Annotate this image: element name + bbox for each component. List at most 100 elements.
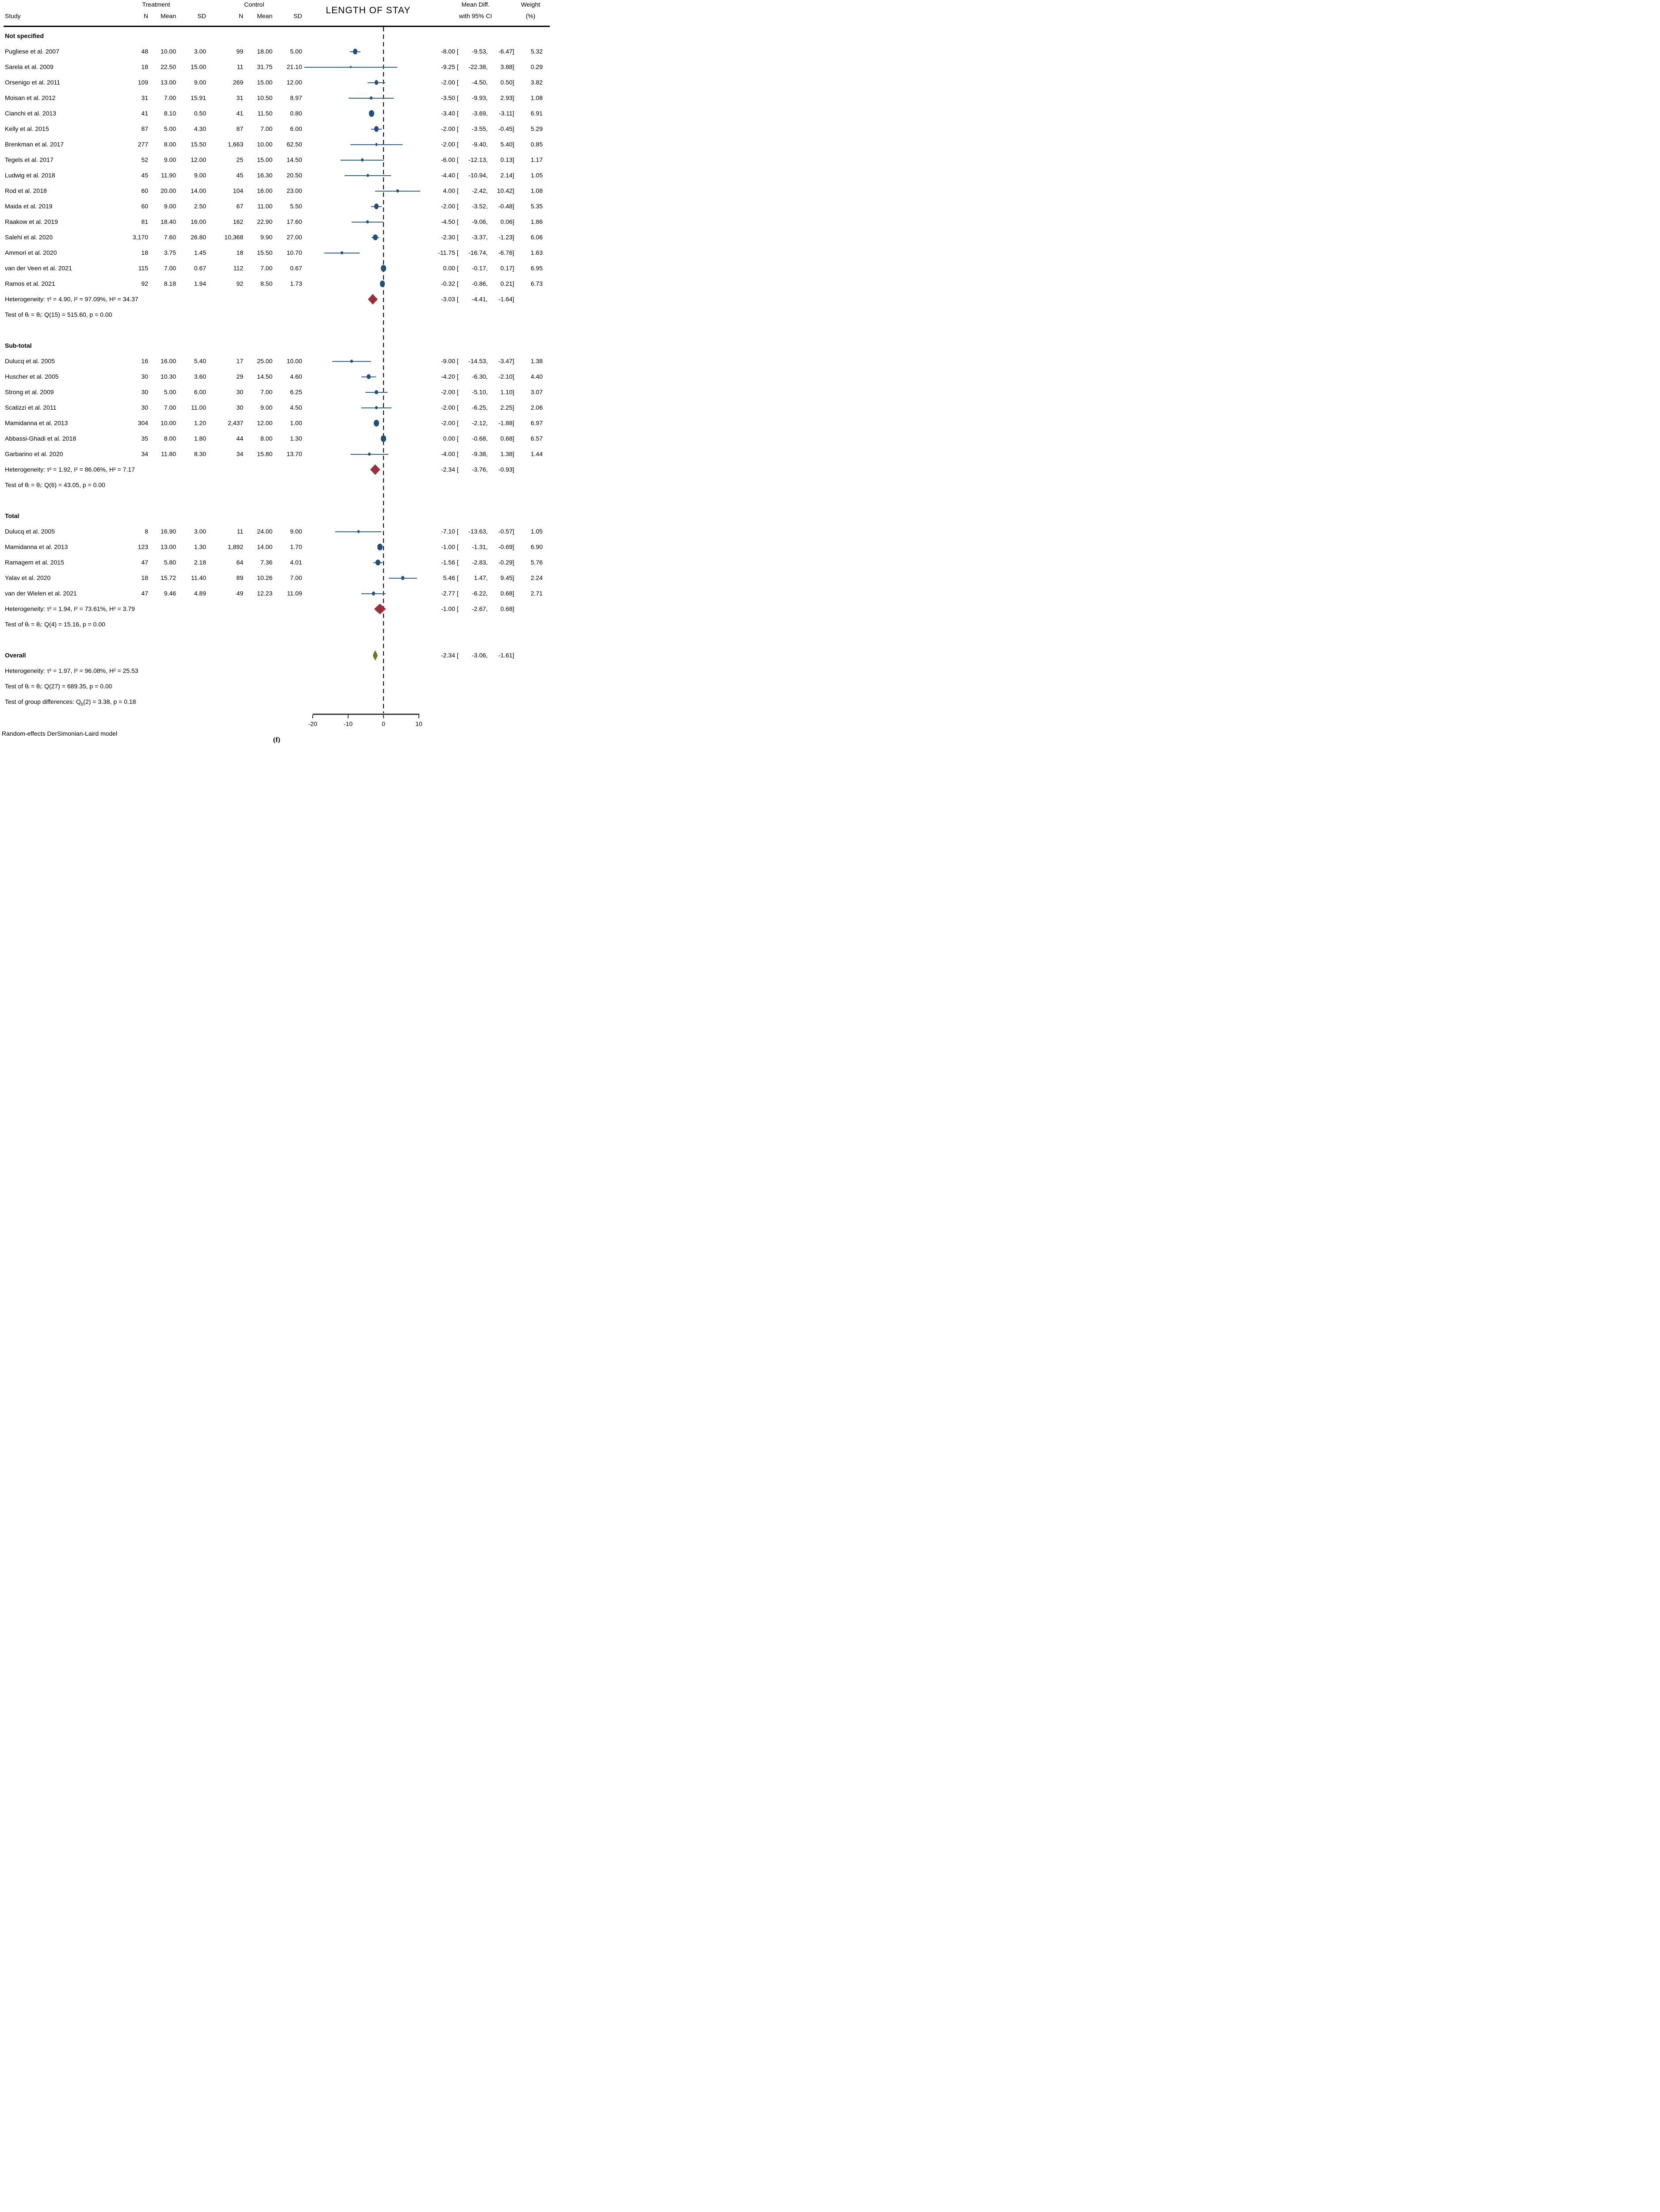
plot-cell: [305, 44, 431, 59]
cell-study: Brenkman et al. 2017: [5, 141, 64, 148]
cell-tsd: 11.40: [191, 574, 206, 581]
cell-cmean: 16.00: [257, 187, 272, 194]
cell-w: 1.05: [530, 528, 543, 535]
cell-cn: 104: [233, 187, 243, 194]
effect-marker: [357, 530, 360, 533]
cell-tsd: 4.89: [194, 590, 206, 597]
cell-tsd: 3.60: [194, 373, 206, 380]
cell-cn: 10,368: [224, 234, 243, 241]
cell-csd: 7.00: [290, 574, 302, 581]
cell-tn: 277: [138, 141, 148, 148]
table-row: Heterogeneity: τ² = 1.97, I² = 96.08%, H…: [0, 663, 553, 679]
cell-cmean: 15.50: [257, 249, 272, 256]
study-ci-text: -0.32 [-0.86, 0.21]: [441, 280, 514, 287]
study-row: Sarela et al. 2009 18 22.50 15.00 11 31.75 21.…: [0, 59, 553, 75]
cell-w: 1.38: [530, 357, 543, 365]
cell-study: Ludwig et al. 2018: [5, 172, 55, 179]
cell-tmean: 10.00: [160, 48, 176, 55]
study-ci-text: -3.50 [-9.93, 2.93]: [441, 94, 514, 101]
plot-cell: [305, 183, 431, 199]
col-header-study: Study: [5, 12, 21, 19]
cell-study: Mamidanna et al. 2013: [5, 543, 68, 550]
cell-tsd: 1.30: [194, 543, 206, 550]
cell-csd: 4.01: [290, 559, 302, 566]
cell-tmean: 7.00: [164, 94, 176, 101]
cell-cmean: 10.00: [257, 141, 272, 148]
effect-marker: [373, 234, 378, 241]
cell-w: 3.07: [530, 388, 543, 396]
table-row: Test of θᵢ = θⱼ: Q(4) = 15.16, p = 0.00: [0, 617, 553, 632]
effect-marker: [368, 453, 371, 456]
summary-diamond: [368, 294, 378, 305]
plot-cell: [305, 462, 431, 477]
plot-cell: [305, 90, 431, 106]
study-ci-text: -2.30 [-3.37, -1.23]: [441, 234, 514, 241]
cell-study: Kelly et al. 2015: [5, 125, 49, 132]
heterogeneity-text: Heterogeneity: τ² = 1.92, I² = 86.06%, H…: [5, 466, 135, 473]
cell-tmean: 11.90: [161, 172, 176, 179]
cell-csd: 27.00: [286, 234, 302, 241]
cell-cn: 49: [236, 590, 243, 597]
cell-tn: 30: [141, 388, 148, 396]
cell-cn: 31: [236, 94, 243, 101]
cell-cmean: 7.00: [260, 125, 272, 132]
cell-cn: 25: [236, 156, 243, 163]
cell-tn: 60: [141, 203, 148, 210]
cell-tsd: 12.00: [190, 156, 206, 163]
study-row: Strong et al. 2009 30 5.00 6.00 30 7.00 6.25 3.…: [0, 384, 553, 400]
study-row: Cianchi et al. 2013 41 8.10 0.50 41 11.50 0.80…: [0, 106, 553, 121]
zero-reference-line: [383, 27, 384, 713]
cell-tmean: 9.00: [164, 156, 176, 163]
study-ci-text: -2.00 [-3.52, -0.48]: [441, 203, 514, 210]
study-ci-text: -4.50 [-9.06, 0.06]: [441, 218, 514, 225]
study-row: Orsenigo et al. 2011 109 13.00 9.00 269 15.00…: [0, 75, 553, 90]
table-row: Test of θᵢ = θⱼ: Q(6) = 43.05, p = 0.00: [0, 477, 553, 493]
cell-tn: 87: [141, 125, 148, 132]
table-row: Test of group differences: Qb(2) = 3.38,…: [0, 694, 553, 710]
study-ci-text: -2.00 [-2.12, -1.88]: [441, 419, 514, 426]
plot-cell: [305, 245, 431, 261]
cell-study: Huscher et al. 2005: [5, 373, 59, 380]
overall-test-text: Test of θᵢ = θⱼ: Q(27) = 689.35, p = 0.0…: [5, 683, 112, 690]
cell-w: 1.63: [530, 249, 543, 256]
cell-csd: 1.70: [290, 543, 302, 550]
cell-cn: 89: [236, 574, 243, 581]
plot-cell: [305, 431, 431, 446]
study-row: van der Veen et al. 2021 115 7.00 0.67 112 7.…: [0, 261, 553, 276]
cell-tn: 30: [141, 404, 148, 411]
plot-title: LENGTH OF STAY: [326, 5, 411, 15]
cell-tsd: 1.45: [194, 249, 206, 256]
study-ci-text: -2.00 [-4.50, 0.50]: [441, 79, 514, 86]
cell-tn: 8: [145, 528, 148, 535]
effect-marker: [374, 420, 379, 426]
cell-w: 6.90: [530, 543, 543, 550]
cell-tsd: 1.80: [194, 435, 206, 442]
study-row: Salehi et al. 2020 3,170 7.60 26.80 10,368 9.…: [0, 230, 553, 245]
table-row: Not specified: [0, 28, 553, 44]
study-ci-text: -4.00 [-9.38, 1.38]: [441, 450, 514, 457]
cell-tsd: 4.30: [194, 125, 206, 132]
cell-cmean: 11.50: [257, 110, 272, 117]
plot-cell: [305, 106, 431, 121]
cell-tmean: 20.00: [160, 187, 176, 194]
section-label: Sub-total: [5, 342, 32, 349]
cell-tsd: 2.50: [194, 203, 206, 210]
cell-cn: 18: [236, 249, 243, 256]
cell-cn: 112: [233, 265, 243, 272]
table-row: Heterogeneity: τ² = 4.90, I² = 97.09%, H…: [0, 292, 553, 307]
cell-tmean: 13.00: [160, 543, 176, 550]
study-row: Rod et al. 2018 60 20.00 14.00 104 16.00 23.00…: [0, 183, 553, 199]
plot-cell: [305, 415, 431, 431]
cell-tn: 52: [141, 156, 148, 163]
cell-csd: 1.73: [290, 280, 302, 287]
x-axis-tick-label: 0: [382, 720, 385, 727]
study-ci-text: -7.10 [-13.63, -0.57]: [441, 528, 514, 535]
cell-study: Salehi et al. 2020: [5, 234, 53, 241]
effect-marker: [341, 251, 343, 255]
cell-cn: 17: [236, 357, 243, 365]
cell-study: van der Wielen et al. 2021: [5, 590, 77, 597]
plot-cell: [305, 400, 431, 415]
cell-cmean: 11.00: [257, 203, 272, 210]
cell-tsd: 9.00: [194, 79, 206, 86]
cell-w: 5.35: [530, 203, 543, 210]
